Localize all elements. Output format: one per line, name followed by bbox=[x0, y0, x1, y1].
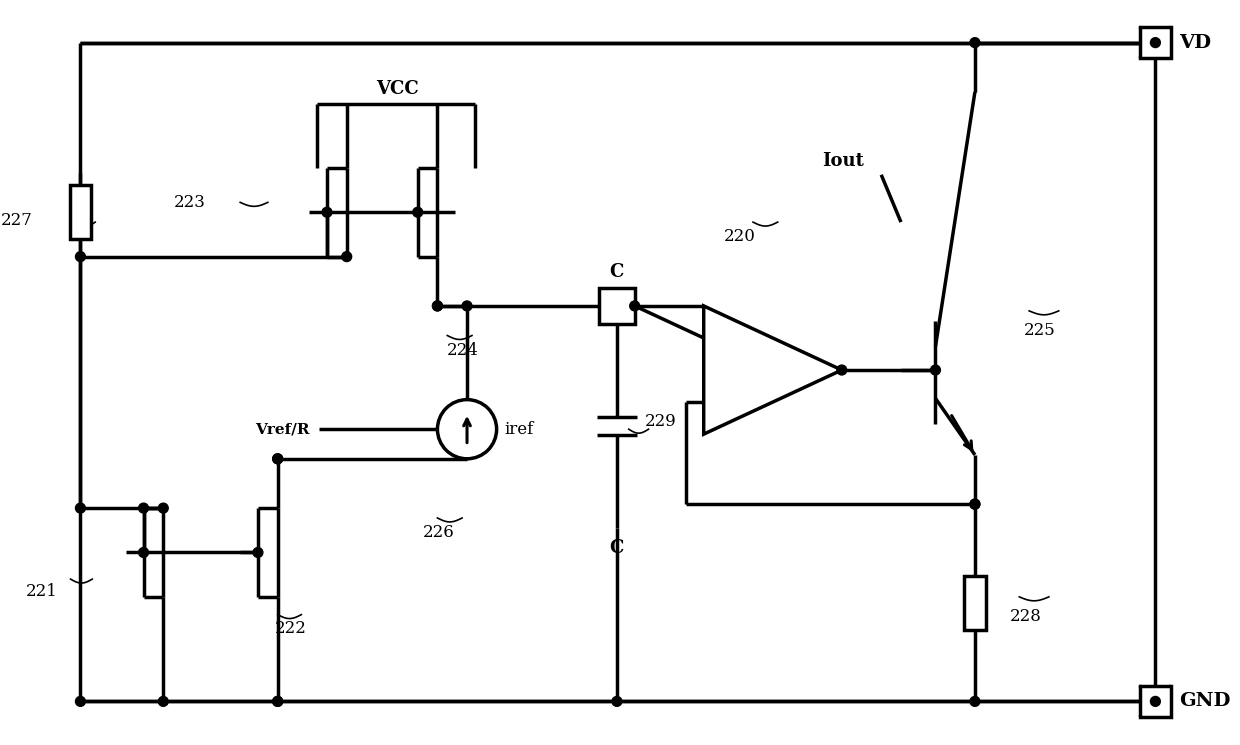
Circle shape bbox=[273, 697, 283, 706]
Circle shape bbox=[253, 548, 263, 557]
Circle shape bbox=[970, 499, 980, 509]
Text: 225: 225 bbox=[1024, 322, 1056, 339]
Circle shape bbox=[273, 697, 283, 706]
Text: 221: 221 bbox=[26, 583, 58, 600]
Circle shape bbox=[76, 697, 86, 706]
Bar bbox=[69, 185, 92, 239]
Circle shape bbox=[630, 301, 640, 311]
Circle shape bbox=[970, 697, 980, 706]
Text: 229: 229 bbox=[645, 413, 676, 430]
Text: 223: 223 bbox=[174, 194, 206, 211]
Circle shape bbox=[273, 454, 283, 463]
Text: VCC: VCC bbox=[377, 80, 419, 98]
Circle shape bbox=[139, 548, 149, 557]
Circle shape bbox=[1151, 697, 1161, 706]
Circle shape bbox=[613, 697, 621, 706]
Text: 224: 224 bbox=[448, 342, 479, 359]
Circle shape bbox=[273, 454, 283, 463]
Text: C: C bbox=[610, 539, 624, 557]
Circle shape bbox=[76, 503, 86, 513]
Circle shape bbox=[342, 252, 352, 261]
Bar bbox=[963, 576, 986, 630]
Circle shape bbox=[322, 207, 332, 218]
Text: Vref/R: Vref/R bbox=[254, 422, 309, 437]
Text: GND: GND bbox=[1179, 692, 1230, 711]
Text: 228: 228 bbox=[1009, 608, 1042, 625]
Circle shape bbox=[159, 503, 169, 513]
Circle shape bbox=[159, 697, 169, 706]
Circle shape bbox=[1151, 38, 1161, 48]
Text: 227: 227 bbox=[1, 212, 33, 229]
Text: Iout: Iout bbox=[822, 152, 864, 170]
Circle shape bbox=[433, 301, 443, 311]
Text: 220: 220 bbox=[723, 229, 755, 245]
Circle shape bbox=[463, 301, 472, 311]
Circle shape bbox=[930, 365, 940, 375]
Text: VD: VD bbox=[1179, 34, 1211, 51]
Bar bbox=[1140, 685, 1171, 717]
Text: 222: 222 bbox=[275, 620, 306, 637]
Circle shape bbox=[139, 503, 149, 513]
Text: 226: 226 bbox=[423, 524, 454, 542]
Circle shape bbox=[413, 207, 423, 218]
Circle shape bbox=[76, 252, 86, 261]
Bar bbox=[599, 288, 635, 323]
Circle shape bbox=[438, 399, 496, 459]
Circle shape bbox=[837, 365, 847, 375]
Circle shape bbox=[970, 499, 980, 509]
Circle shape bbox=[433, 301, 443, 311]
Bar bbox=[1140, 27, 1171, 58]
Circle shape bbox=[970, 38, 980, 48]
Text: iref: iref bbox=[505, 421, 533, 438]
Text: C: C bbox=[610, 264, 624, 282]
